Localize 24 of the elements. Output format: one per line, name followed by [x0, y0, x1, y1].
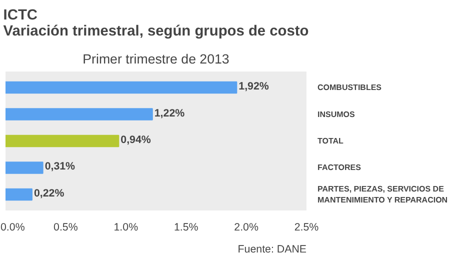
data-label: 0,94%	[120, 134, 152, 146]
source-note: Fuente: DANE	[238, 244, 307, 256]
bar	[6, 188, 32, 201]
chart-subtitle: Primer trimestre de 2013	[82, 52, 230, 66]
x-tick-label: 1.0%	[114, 222, 139, 234]
bar	[6, 134, 120, 148]
y-tick-label: INSUMOS	[318, 110, 356, 119]
data-label: 1,92%	[238, 80, 270, 93]
data-label: 0,22%	[34, 187, 65, 200]
x-tick-label: 0.5%	[54, 222, 78, 234]
y-tick-label: COMBUSTIBLES	[318, 83, 382, 92]
chart-title: ICTC Variación trimestral, según grupos de costo	[3, 8, 309, 40]
y-tick-label: PARTES, PIEZAS, SERVICIOS DE MANTENIMIENTO Y REPARACION	[318, 184, 448, 204]
bar	[6, 108, 153, 120]
data-label: 0,31%	[44, 160, 76, 173]
x-tick-label: 2.0%	[234, 222, 259, 234]
x-tick-label: 0.0%	[0, 222, 26, 234]
y-tick-label: FACTORES	[318, 163, 362, 172]
x-tick-label: 2.5%	[294, 222, 320, 234]
y-tick-label: TOTAL	[318, 136, 344, 146]
bar	[6, 162, 44, 174]
data-label: 1,22%	[154, 107, 186, 120]
bar	[6, 81, 238, 94]
x-tick-label: 1.5%	[174, 222, 199, 234]
